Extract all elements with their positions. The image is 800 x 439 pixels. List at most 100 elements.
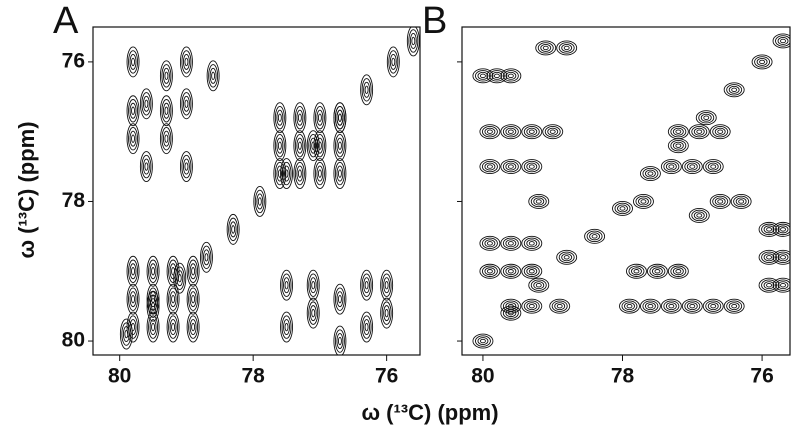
- contour-peak: [505, 267, 517, 276]
- contour-peak: [644, 302, 656, 311]
- contour-peak: [337, 169, 342, 178]
- contour-peak: [696, 129, 703, 134]
- contour-peak: [164, 71, 169, 81]
- contour-peak: [337, 294, 342, 304]
- contour-peak: [758, 277, 780, 293]
- contour-peak: [257, 197, 262, 206]
- contour-peak: [314, 106, 325, 130]
- contour-peak: [533, 281, 545, 290]
- contour-peak: [621, 300, 638, 312]
- contour-peak: [201, 245, 212, 269]
- contour-peak: [131, 57, 135, 67]
- contour-peak: [660, 159, 682, 175]
- contour-peak: [472, 333, 494, 349]
- contour-peak: [703, 115, 710, 120]
- contour-peak: [166, 283, 180, 315]
- contour-peak: [528, 269, 535, 274]
- contour-peak: [730, 194, 752, 209]
- contour-peak: [409, 33, 417, 49]
- contour-peak: [129, 291, 137, 308]
- contour-peak: [139, 88, 153, 120]
- contour-peak: [129, 263, 137, 280]
- contour-peak: [723, 82, 745, 98]
- contour-peak: [128, 126, 138, 151]
- contour-peak: [726, 300, 743, 312]
- contour-peak: [528, 303, 535, 309]
- contour-peak: [670, 265, 687, 277]
- contour-peak: [521, 298, 543, 314]
- contour-peak: [121, 322, 132, 346]
- contour-peak: [528, 277, 550, 293]
- contour-peak: [644, 169, 656, 178]
- contour-peak: [280, 158, 293, 190]
- contour-peak: [337, 113, 342, 122]
- contour-peak: [179, 151, 193, 183]
- contour-peak: [507, 164, 514, 169]
- contour-peak: [184, 99, 189, 108]
- contour-peak: [202, 249, 210, 266]
- contour-peak: [308, 133, 319, 158]
- contour-peak: [584, 228, 606, 244]
- contour-peak: [523, 300, 540, 312]
- contour-peak: [188, 315, 199, 339]
- contour-peak: [149, 291, 157, 308]
- contour-peak: [293, 102, 307, 134]
- contour-peak: [477, 71, 489, 80]
- contour-peak: [206, 60, 220, 92]
- contour-peak: [146, 311, 160, 343]
- contour-peak: [317, 141, 322, 150]
- contour-peak: [274, 106, 285, 130]
- contour-peak: [702, 159, 724, 175]
- contour-peak: [126, 123, 140, 155]
- contour-peak: [168, 315, 179, 339]
- contour-peak: [558, 42, 575, 54]
- contour-peak: [129, 319, 137, 336]
- contour-peak: [229, 221, 237, 238]
- contour-peak: [766, 283, 773, 288]
- contour-peak: [549, 298, 571, 314]
- contour-peak: [166, 255, 180, 287]
- contour-peak: [535, 199, 542, 204]
- plot-frame: [461, 26, 791, 356]
- contour-peak: [389, 53, 397, 70]
- contour-peak: [488, 70, 505, 82]
- contour-peak: [777, 225, 789, 234]
- contour-peak: [168, 287, 179, 311]
- contour-peak: [164, 106, 169, 115]
- contour-peak: [313, 102, 327, 134]
- contour-peak: [182, 53, 190, 70]
- contour-peak: [126, 311, 140, 343]
- contour-peak: [294, 133, 305, 158]
- contour-peak: [775, 251, 790, 263]
- contour-peak: [161, 126, 172, 151]
- contour-peak: [500, 68, 522, 84]
- contour-peak: [141, 92, 152, 116]
- contour-peak: [728, 302, 740, 311]
- contour-peak: [186, 311, 200, 343]
- contour-peak: [756, 57, 768, 66]
- contour-peak: [361, 315, 372, 339]
- contour-peak: [688, 124, 710, 140]
- contour-peak: [684, 300, 701, 312]
- contour-peak: [561, 253, 573, 262]
- contour-peak: [681, 159, 703, 175]
- contour-peak: [696, 213, 703, 218]
- contour-peak: [526, 127, 538, 136]
- contour-peak: [253, 186, 267, 217]
- contour-peak: [521, 263, 543, 279]
- contour-peak: [710, 303, 717, 309]
- contour-peak: [186, 255, 200, 287]
- contour-peak: [486, 269, 493, 274]
- contour-peak: [521, 235, 543, 251]
- contour-peak: [763, 253, 775, 262]
- contour-peak: [131, 267, 135, 276]
- contour-peak: [710, 164, 717, 169]
- contour-peak: [477, 337, 489, 345]
- contour-peak: [479, 235, 501, 251]
- contour-peak: [714, 197, 726, 206]
- contour-peak: [780, 283, 786, 288]
- contour-peak: [617, 204, 628, 213]
- contour-peak: [780, 38, 786, 44]
- contour-peak: [146, 255, 160, 287]
- contour-peak: [181, 92, 192, 116]
